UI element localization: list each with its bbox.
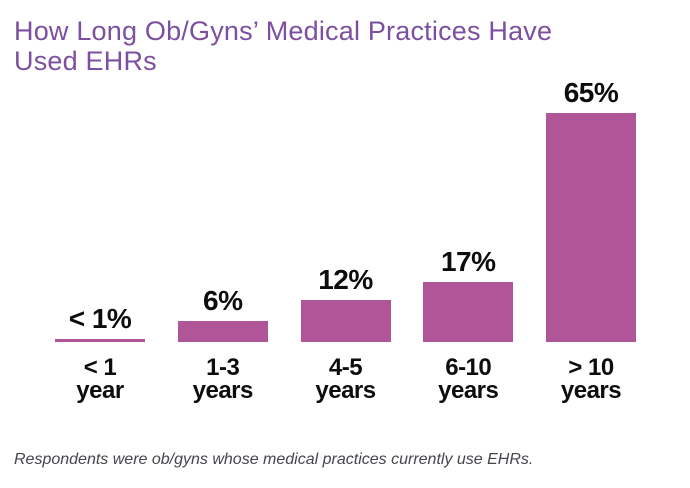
bar <box>300 300 391 342</box>
category-range: 4-5 <box>328 354 363 381</box>
value-label: 6% <box>203 285 243 316</box>
category-label: 6-10 years <box>423 354 513 404</box>
category-unit: years <box>438 377 499 404</box>
category-range: < 1 <box>83 354 117 381</box>
category-label: < 1 year <box>55 354 145 404</box>
category-label: > 10 years <box>546 354 636 404</box>
category-range: 1-3 <box>206 354 240 381</box>
category-label: 4-5 years <box>301 354 391 404</box>
footnote: Respondents were ob/gyns whose medical p… <box>14 451 534 468</box>
category-axis: < 1 year 1-3 years 4-5 years 6-10 years … <box>55 354 636 404</box>
bar <box>55 339 145 342</box>
value-label: < 1% <box>68 303 132 334</box>
bar <box>177 321 268 342</box>
bar-column: 65% <box>546 76 636 342</box>
bar-column: 12% <box>300 76 391 342</box>
category-unit: year <box>76 377 124 404</box>
bar-column: 6% <box>177 76 268 342</box>
category-unit: years <box>192 377 254 404</box>
bar-column: 17% <box>423 76 514 342</box>
page-title-line-2: Used EHRs <box>14 46 157 76</box>
bar <box>546 113 636 342</box>
page-title: How Long Ob/Gyns’ Medical Practices Have… <box>14 16 552 76</box>
value-label: 12% <box>318 264 373 295</box>
category-range: > 10 <box>568 354 614 381</box>
chart-area: < 1% 6% 12% 17% 65% <box>55 76 636 342</box>
bar <box>423 282 514 342</box>
category-unit: years <box>315 377 376 404</box>
category-range: 6-10 <box>445 354 492 381</box>
category-unit: years <box>560 377 622 404</box>
page-title-line-1: How Long Ob/Gyns’ Medical Practices Have <box>14 16 553 46</box>
value-label: 17% <box>440 246 496 277</box>
value-label: 65% <box>563 77 619 108</box>
bar-column: < 1% <box>55 76 145 342</box>
category-label: 1-3 years <box>178 354 268 404</box>
